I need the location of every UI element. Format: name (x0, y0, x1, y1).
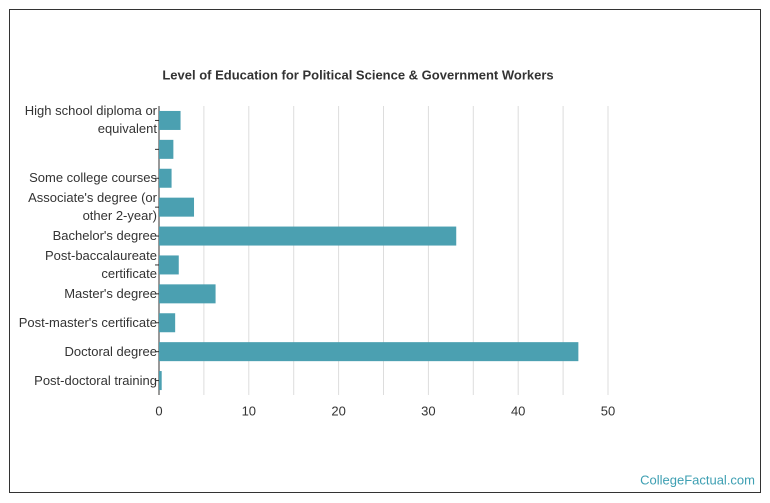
bar (159, 110, 181, 130)
y-tick-label: Post-baccalaureate certificate (44, 247, 157, 281)
y-tick-label: Bachelor's degree (52, 228, 157, 244)
x-tick-label: 50 (601, 403, 615, 418)
y-tick-label: Some college courses (29, 170, 157, 186)
y-tick-label: Associate's degree (or other 2-year) (28, 190, 157, 224)
y-tick-label: Post-master's certificate (18, 314, 157, 330)
y-tick-label: Master's degree (64, 285, 157, 301)
y-tick-label: Post-doctoral training (34, 372, 157, 388)
bar (159, 342, 579, 362)
chart-title: Level of Education for Political Science… (162, 67, 553, 82)
x-tick-label: 20 (331, 403, 345, 418)
y-tick-label: Doctoral degree (64, 343, 158, 359)
bar (159, 255, 179, 275)
x-tick-label: 10 (242, 403, 256, 418)
x-tick-label: 0 (155, 403, 162, 418)
bar (159, 284, 216, 304)
frame (9, 9, 761, 493)
source: CollegeFactual.com (640, 472, 755, 487)
bar (159, 226, 457, 246)
y-tick-label: High school diploma or equivalent (24, 103, 157, 137)
bar (159, 371, 162, 391)
x-tick-label: 30 (421, 403, 435, 418)
bar (159, 313, 176, 333)
bar (159, 168, 172, 188)
bar (159, 139, 174, 159)
x-tick-label: 40 (511, 403, 525, 418)
bar (159, 197, 195, 217)
